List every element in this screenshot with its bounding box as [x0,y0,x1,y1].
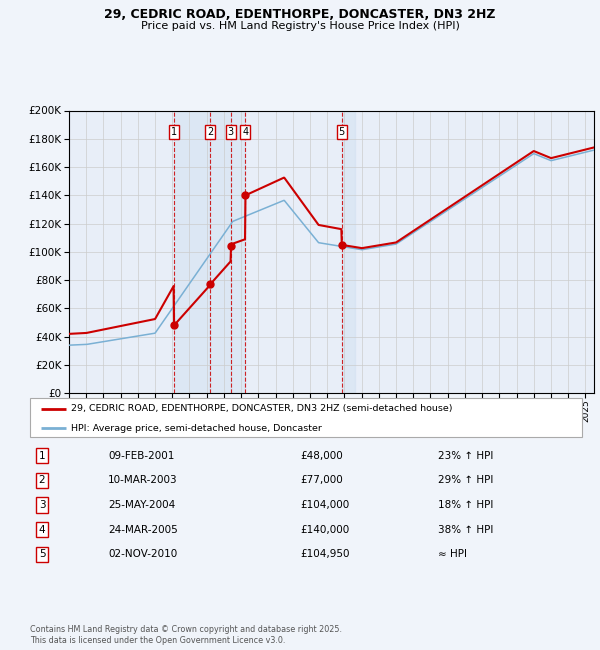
Text: 3: 3 [228,127,234,136]
Text: 3: 3 [38,500,46,510]
Text: £140,000: £140,000 [300,525,349,535]
Text: 4: 4 [38,525,46,535]
Text: Contains HM Land Registry data © Crown copyright and database right 2025.
This d: Contains HM Land Registry data © Crown c… [30,625,342,645]
Text: 1: 1 [38,450,46,461]
FancyBboxPatch shape [30,398,582,437]
Text: 5: 5 [38,549,46,560]
Text: ≈ HPI: ≈ HPI [438,549,467,560]
Text: 1: 1 [171,127,177,136]
Text: 2: 2 [38,475,46,486]
Bar [231,111,245,393]
Text: 10-MAR-2003: 10-MAR-2003 [108,475,178,486]
Text: 4: 4 [242,127,248,136]
Text: 38% ↑ HPI: 38% ↑ HPI [438,525,493,535]
Text: HPI: Average price, semi-detached house, Doncaster: HPI: Average price, semi-detached house,… [71,424,322,433]
Text: 29, CEDRIC ROAD, EDENTHORPE, DONCASTER, DN3 2HZ (semi-detached house): 29, CEDRIC ROAD, EDENTHORPE, DONCASTER, … [71,404,453,413]
Text: 2: 2 [207,127,213,136]
Text: £104,000: £104,000 [300,500,349,510]
Text: 5: 5 [338,127,345,136]
Bar [341,111,355,393]
Text: Price paid vs. HM Land Registry's House Price Index (HPI): Price paid vs. HM Land Registry's House … [140,21,460,31]
Text: £77,000: £77,000 [300,475,343,486]
Text: 18% ↑ HPI: 18% ↑ HPI [438,500,493,510]
Text: 23% ↑ HPI: 23% ↑ HPI [438,450,493,461]
Text: 29, CEDRIC ROAD, EDENTHORPE, DONCASTER, DN3 2HZ: 29, CEDRIC ROAD, EDENTHORPE, DONCASTER, … [104,8,496,21]
Text: 29% ↑ HPI: 29% ↑ HPI [438,475,493,486]
Text: 24-MAR-2005: 24-MAR-2005 [108,525,178,535]
Bar [210,111,231,393]
Text: £48,000: £48,000 [300,450,343,461]
Text: 02-NOV-2010: 02-NOV-2010 [108,549,177,560]
Text: 09-FEB-2001: 09-FEB-2001 [108,450,175,461]
Text: £104,950: £104,950 [300,549,349,560]
Text: 25-MAY-2004: 25-MAY-2004 [108,500,175,510]
Bar [174,111,210,393]
